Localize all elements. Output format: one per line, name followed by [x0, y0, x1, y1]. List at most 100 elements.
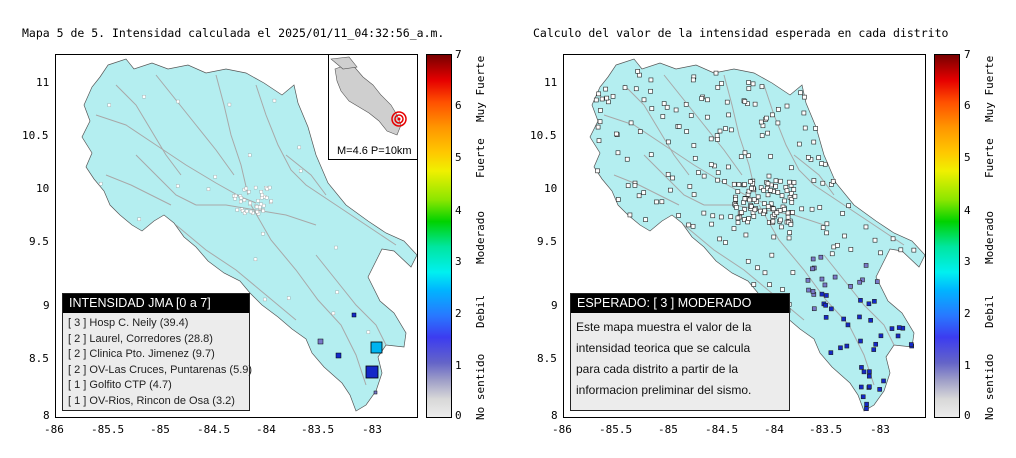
district-marker — [641, 97, 647, 103]
district-marker — [731, 226, 737, 231]
road-line — [115, 84, 182, 176]
district-marker — [728, 127, 734, 133]
district-marker — [787, 179, 792, 185]
town-dot — [259, 190, 263, 194]
district-marker — [691, 192, 697, 197]
district-marker — [824, 230, 829, 236]
colorbar-number: 4 — [964, 204, 971, 217]
colorbar-number: 6 — [455, 99, 462, 112]
district-marker — [654, 199, 659, 205]
town-dots — [99, 95, 371, 334]
district-marker — [878, 333, 884, 339]
district-marker — [788, 222, 794, 227]
district-marker — [858, 384, 864, 390]
district-marker — [606, 99, 611, 105]
town-dot — [272, 98, 277, 103]
town-dot — [256, 199, 260, 203]
district-marker — [824, 221, 830, 227]
district-marker — [648, 152, 654, 157]
district-marker — [775, 120, 781, 126]
district-marker — [596, 91, 602, 97]
legend-row: [ 1 ] OV-Rios, Rincon de Osa (3.2) — [68, 394, 235, 407]
x-tick-label: -83 — [870, 423, 890, 436]
colorbar-word: Fuerte — [983, 138, 996, 178]
district-marker — [840, 211, 845, 216]
district-marker — [686, 222, 691, 228]
district-marker — [746, 188, 752, 194]
district-marker — [823, 303, 828, 308]
district-marker — [829, 306, 834, 312]
district-marker — [676, 124, 682, 129]
colorbar-number: 3 — [455, 255, 462, 268]
district-marker — [599, 96, 605, 102]
district-marker — [636, 193, 642, 199]
colorbar-word: Fuerte — [474, 138, 487, 178]
x-tick-label: -83 — [362, 423, 382, 436]
expected-box-line: Este mapa muestra el valor de la — [576, 320, 752, 334]
district-marker — [811, 306, 817, 312]
town-dot — [366, 330, 371, 334]
y-tick-label: 8.5 — [29, 352, 49, 365]
district-marker — [627, 212, 633, 218]
district-marker — [661, 101, 667, 106]
district-marker — [676, 213, 681, 218]
road-line — [250, 204, 367, 386]
district-marker — [786, 235, 792, 241]
station-marker — [335, 352, 342, 359]
district-marker — [746, 86, 752, 91]
intensity-colorbar — [426, 54, 452, 418]
district-marker — [710, 213, 716, 219]
y-tick-label: 9 — [551, 299, 558, 312]
left-map-title: Mapa 5 de 5. Intensidad calculada el 202… — [22, 26, 445, 40]
district-marker — [872, 299, 877, 304]
district-marker — [810, 289, 816, 294]
y-tick-label: 8.5 — [537, 352, 557, 365]
town-dot — [235, 208, 239, 212]
road-line — [105, 174, 172, 206]
district-marker — [842, 233, 847, 239]
town-dot — [239, 199, 243, 204]
district-marker — [779, 193, 785, 198]
station-marker — [317, 338, 324, 345]
district-marker — [722, 179, 727, 184]
station-markers — [317, 312, 383, 395]
district-marker — [810, 266, 815, 272]
intensity-colorbar — [934, 54, 960, 418]
district-marker — [789, 200, 795, 205]
town-dot — [259, 202, 263, 206]
district-marker — [784, 188, 790, 193]
epicenter-icon — [391, 111, 407, 127]
colorbar-word: Debil — [983, 294, 996, 328]
district-marker — [832, 274, 838, 280]
district-marker — [768, 201, 774, 207]
district-marker — [723, 126, 728, 131]
district-marker — [774, 210, 780, 216]
district-marker — [806, 287, 811, 293]
town-dot — [253, 257, 258, 262]
district-marker — [864, 401, 869, 407]
district-marker — [908, 342, 914, 347]
road-line — [155, 74, 235, 176]
district-marker — [701, 210, 707, 216]
station-marker — [365, 365, 379, 379]
road-line — [643, 154, 705, 206]
district-marker — [858, 338, 863, 344]
colorbar-number: 2 — [455, 307, 462, 320]
legend-row: [ 1 ] Golfito CTP (4.7) — [68, 379, 172, 391]
district-marker — [690, 223, 696, 229]
district-marker — [610, 94, 616, 99]
town-dot — [242, 198, 247, 202]
district-marker — [769, 252, 775, 258]
district-marker — [746, 216, 751, 221]
road-line — [603, 114, 765, 204]
district-marker — [785, 214, 791, 220]
district-marker — [659, 199, 665, 205]
district-marker — [718, 214, 724, 220]
district-marker — [817, 205, 823, 210]
y-tick-label: 10 — [36, 182, 50, 195]
district-marker — [813, 126, 818, 131]
district-marker — [701, 173, 707, 179]
expected-box-title: ESPERADO: [ 3 ] MODERADO — [571, 294, 789, 313]
district-marker — [857, 314, 862, 320]
district-marker — [761, 187, 766, 193]
